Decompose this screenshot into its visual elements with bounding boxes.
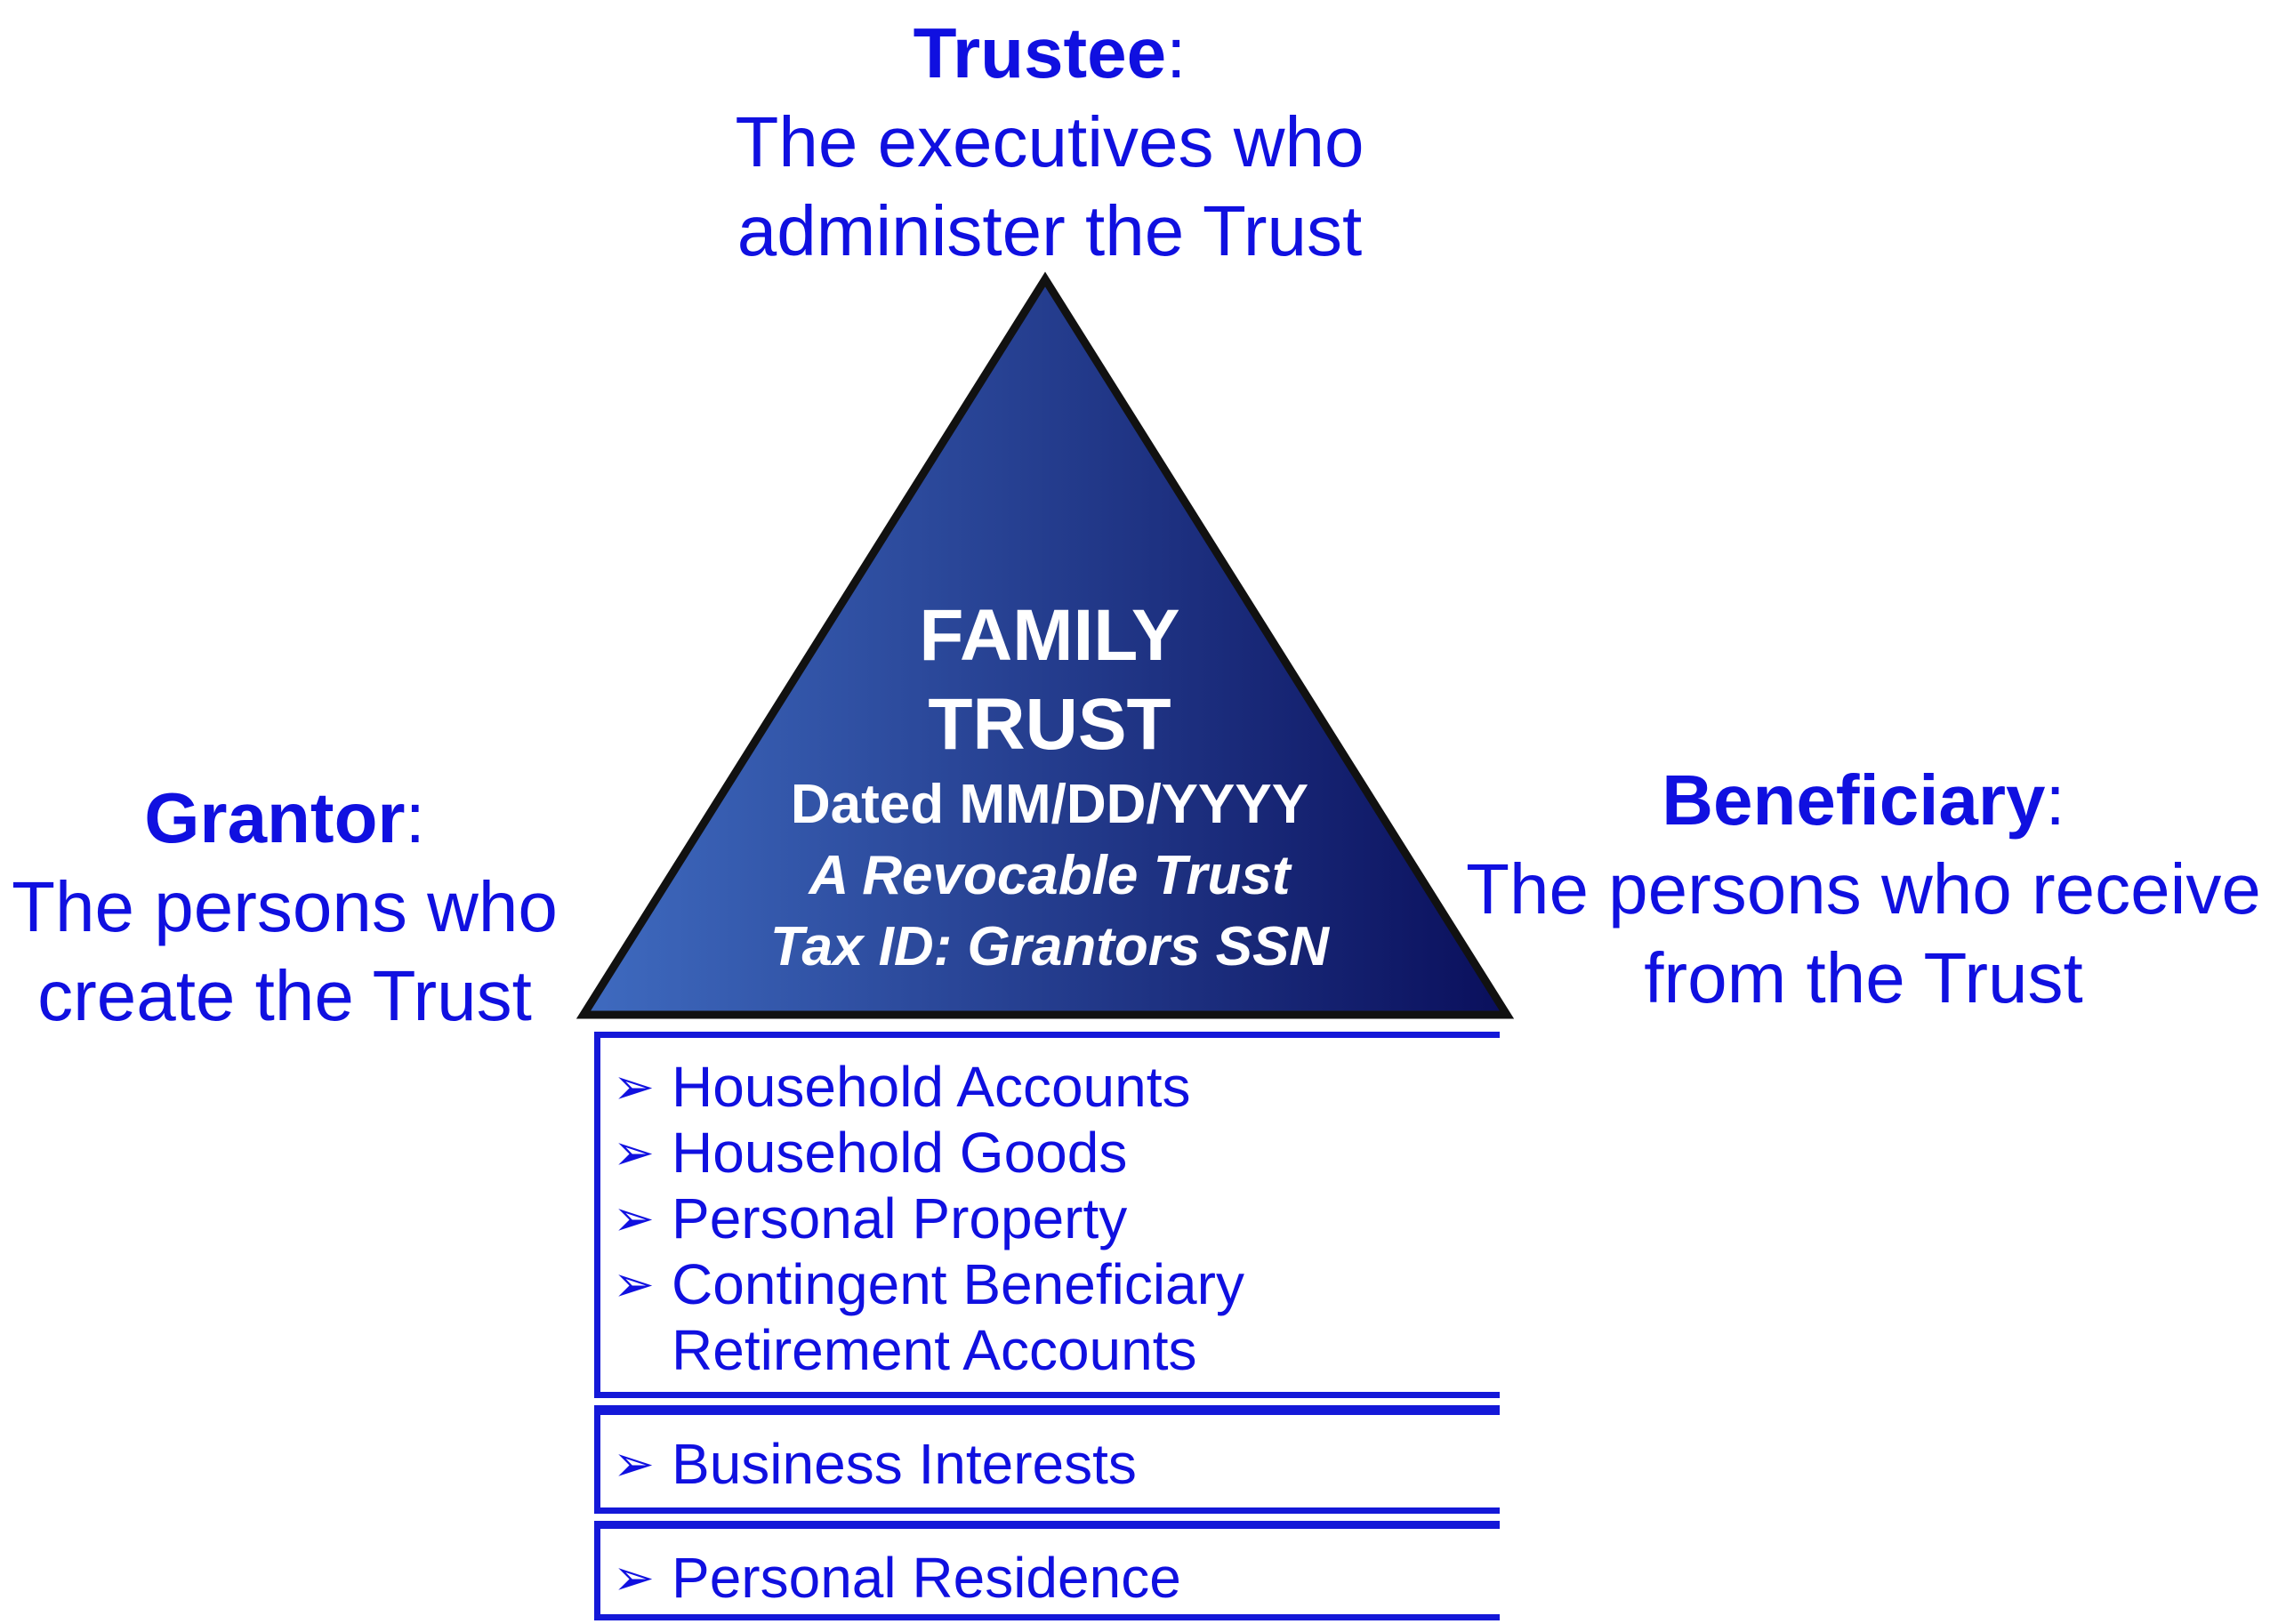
grantor-colon: : (405, 778, 425, 857)
trust-tax-id: Tax ID: Grantors SSN (769, 916, 1330, 977)
grantor-description-line1: The persons who (12, 867, 558, 946)
trustee-description-line2: administer the Trust (737, 191, 1363, 270)
grantor-name: Grantor (144, 778, 406, 857)
asset-list: ➢ Household Accounts ➢ Household Goods ➢… (613, 1054, 1500, 1383)
beneficiary-colon: : (2045, 760, 2065, 840)
trustee-description-line1: The executives who (735, 102, 1364, 181)
arrow-bullet-icon: ➢ (613, 1256, 655, 1312)
trust-triangle-shape (576, 271, 1515, 1019)
arrow-bullet-icon: ➢ (613, 1549, 655, 1605)
beneficiary-description-line2: from the Trust (1644, 938, 2083, 1017)
beneficiary-name: Beneficiary (1662, 760, 2046, 840)
trustee-label: Trustee: The executives who administer t… (623, 9, 1477, 276)
asset-item: ➢ Household Goods (613, 1120, 1500, 1186)
trust-title-line1: FAMILY (919, 595, 1180, 676)
asset-list: ➢ Business Interests (613, 1431, 1500, 1497)
asset-item: ➢ Business Interests (613, 1431, 1500, 1497)
trustee-colon: : (1166, 13, 1187, 92)
asset-label: Personal Property (672, 1186, 1128, 1250)
arrow-bullet-icon: ➢ (613, 1435, 655, 1491)
asset-box-household: ➢ Household Accounts ➢ Household Goods ➢… (594, 1032, 1500, 1412)
asset-label: Business Interests (672, 1432, 1137, 1496)
beneficiary-label: Beneficiary: The persons who receive fro… (1441, 756, 2286, 1023)
asset-list: ➢ Personal Residence (613, 1545, 1500, 1611)
asset-label: Household Accounts (672, 1055, 1191, 1119)
asset-item: ➢ Personal Property (613, 1186, 1500, 1251)
beneficiary-description-line1: The persons who receive (1466, 849, 2261, 929)
asset-item: ➢ Personal Residence (613, 1545, 1500, 1611)
trust-type: A Revocable Trust (809, 845, 1291, 906)
asset-box-residence: ➢ Personal Residence (594, 1523, 1500, 1620)
arrow-bullet-icon: ➢ (613, 1058, 655, 1114)
asset-label: Contingent Beneficiary (672, 1252, 1244, 1316)
trust-dated: Dated MM/DD/YYYY (790, 774, 1309, 835)
asset-item: ➢ Household Accounts (613, 1054, 1500, 1120)
grantor-label: Grantor: The persons who create the Trus… (0, 774, 569, 1041)
asset-label: Personal Residence (672, 1546, 1181, 1610)
arrow-bullet-icon: ➢ (613, 1124, 655, 1180)
trustee-name: Trustee (913, 13, 1167, 92)
asset-box-business: ➢ Business Interests (594, 1409, 1500, 1528)
grantor-description-line2: create the Trust (37, 956, 532, 1035)
asset-label-continued: Retirement Accounts (672, 1318, 1197, 1382)
trust-title-line2: TRUST (928, 684, 1171, 765)
arrow-bullet-icon: ➢ (613, 1190, 655, 1246)
asset-item: ➢ Contingent Beneficiary Retirement Acco… (613, 1251, 1500, 1383)
asset-label: Household Goods (672, 1121, 1128, 1185)
